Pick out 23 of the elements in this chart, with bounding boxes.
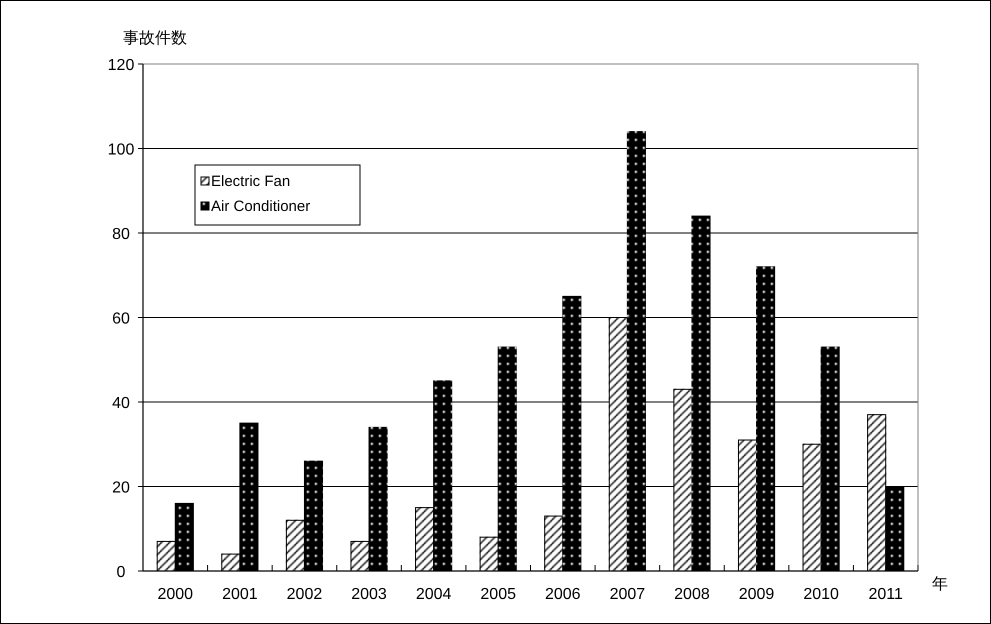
legend-label: Electric Fan xyxy=(211,173,290,190)
y-tick-label: 20 xyxy=(112,480,130,496)
y-tick-label: 80 xyxy=(112,226,130,243)
legend-label: Air Conditioner xyxy=(211,198,310,215)
x-tick-label: 2003 xyxy=(351,586,387,603)
y-tick-label: 40 xyxy=(112,395,130,412)
y-tick-label: 100 xyxy=(108,142,134,158)
x-tick-label: 2004 xyxy=(416,586,452,603)
y-tick-label: 0 xyxy=(116,564,126,581)
x-axis-title: 年 xyxy=(932,576,948,593)
x-tick-label: 2000 xyxy=(157,586,194,603)
x-tick-label: 2011 xyxy=(868,586,904,603)
y-tick-label: 60 xyxy=(112,310,130,328)
x-tick-label: 2009 xyxy=(738,586,774,603)
x-tick-label: 2006 xyxy=(544,586,581,603)
y-tick-label: 120 xyxy=(108,57,134,74)
x-tick-label: 2005 xyxy=(480,586,516,603)
x-tick-label: 2008 xyxy=(674,586,710,603)
x-tick-label: 2002 xyxy=(286,586,322,603)
x-tick-label: 2007 xyxy=(610,586,646,603)
x-tick-label: 2010 xyxy=(803,586,840,603)
x-tick-label: 2001 xyxy=(222,586,258,603)
y-axis-title: 事故件数 xyxy=(123,29,187,47)
